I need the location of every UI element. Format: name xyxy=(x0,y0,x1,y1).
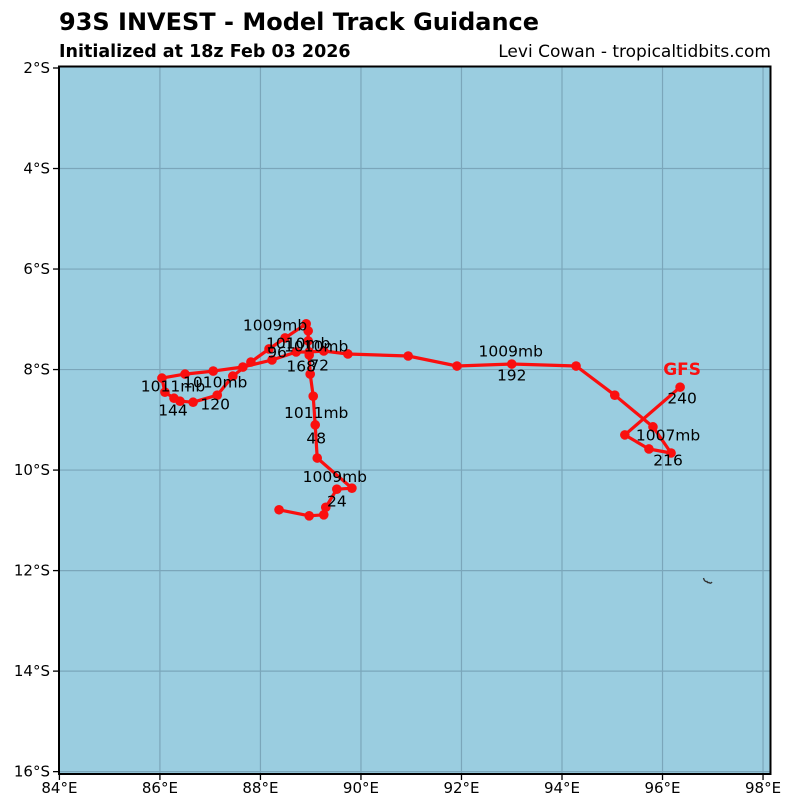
track-point xyxy=(227,371,238,381)
x-tick-label: 88°E xyxy=(242,779,278,797)
y-tick-label: 8°S xyxy=(23,361,50,379)
track-point xyxy=(274,504,284,515)
pressure-label: 1009mb xyxy=(479,343,543,361)
hour-label: 24 xyxy=(327,493,347,511)
x-tick-label: 86°E xyxy=(142,779,178,797)
track-point xyxy=(571,361,581,371)
hour-label: 96 xyxy=(267,343,287,361)
track-point xyxy=(310,420,321,430)
map-layer: 84°E 86°E 88°E 90°E 92°E 94°E 96°E 98°E 2°S 4°S 6°… xyxy=(14,59,781,797)
track-point xyxy=(212,390,223,400)
track-point xyxy=(648,422,658,432)
track-point xyxy=(157,373,167,383)
pressure-label: 1009mb xyxy=(243,316,307,334)
track-point xyxy=(188,397,198,408)
plot-frame xyxy=(58,65,772,775)
track-point xyxy=(403,351,414,361)
track-point xyxy=(169,393,179,404)
x-tick-label: 98°E xyxy=(745,779,781,797)
y-tick-label: 12°S xyxy=(14,562,50,580)
track-point xyxy=(666,448,676,458)
x-tick-label: 92°E xyxy=(443,779,479,797)
track-point xyxy=(620,430,630,440)
hour-label: 72 xyxy=(309,356,329,374)
map-ocean xyxy=(59,66,771,774)
track-point xyxy=(305,369,315,379)
track-point xyxy=(318,510,329,520)
track-point xyxy=(304,347,314,357)
y-tick-label: 16°S xyxy=(14,763,50,781)
y-tick-label: 14°S xyxy=(14,662,50,680)
track-point xyxy=(160,387,170,397)
track-point xyxy=(308,391,319,401)
track-point xyxy=(332,484,342,494)
pressure-label: 1009mb xyxy=(303,468,367,486)
pressure-label: 1011mb xyxy=(141,378,205,396)
track-point xyxy=(303,336,313,346)
y-tick-label: 2°S xyxy=(23,59,50,77)
track-point xyxy=(675,382,685,392)
track-point xyxy=(267,355,277,365)
pressure-label: 1010mb xyxy=(266,334,330,352)
track-point xyxy=(644,444,654,454)
track-point xyxy=(246,357,256,367)
track-point xyxy=(301,319,311,329)
hour-label: 120 xyxy=(200,396,230,414)
cocos-islands-coastline xyxy=(702,577,713,584)
page-title: 93S INVEST - Model Track Guidance xyxy=(59,8,539,36)
y-tick-label: 6°S xyxy=(23,260,50,278)
track-point xyxy=(291,347,301,357)
track-point xyxy=(238,362,248,372)
x-tick-label: 96°E xyxy=(644,779,680,797)
pressure-label: 1011mb xyxy=(284,404,348,422)
x-tick-label: 84°E xyxy=(41,779,77,797)
track-point xyxy=(347,483,357,493)
hour-label: 216 xyxy=(653,451,683,469)
hour-label: 144 xyxy=(158,402,188,420)
track-point xyxy=(320,502,331,513)
attribution: Levi Cowan - tropicaltidbits.com xyxy=(498,42,771,62)
pressure-label: 1010mb xyxy=(183,374,247,392)
track-point xyxy=(609,390,620,400)
y-tick-label: 10°S xyxy=(14,461,50,479)
init-time-subtitle: Initialized at 18z Feb 03 2026 xyxy=(59,42,351,62)
hour-label: 168 xyxy=(286,357,316,375)
track-point xyxy=(304,511,314,521)
track-point xyxy=(280,333,290,343)
track-point xyxy=(264,344,274,354)
hour-label: 192 xyxy=(497,367,527,385)
track-point xyxy=(180,369,190,379)
y-tick-label: 4°S xyxy=(23,160,50,178)
track-point xyxy=(343,349,353,359)
track-point xyxy=(452,361,462,371)
track-point xyxy=(208,366,218,376)
x-tick-label: 94°E xyxy=(544,779,580,797)
x-tick-label: 90°E xyxy=(343,779,379,797)
hour-label: 240 xyxy=(667,390,697,408)
model-label-gfs: GFS xyxy=(663,360,701,380)
track-point xyxy=(506,359,517,369)
pressure-label: 1010mb xyxy=(284,337,348,355)
hour-label: 48 xyxy=(306,429,326,447)
pressure-label: 1007mb xyxy=(636,426,700,444)
track-point xyxy=(312,453,323,463)
track-point xyxy=(318,346,329,356)
